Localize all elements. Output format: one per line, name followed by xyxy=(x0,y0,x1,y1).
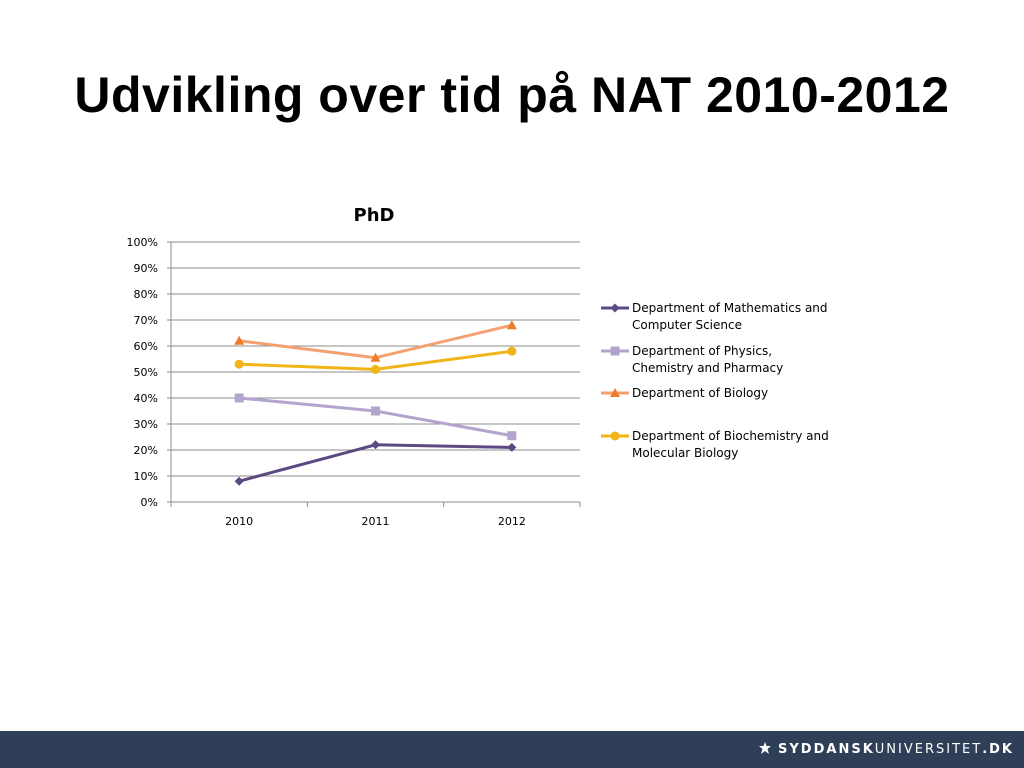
x-tick-label: 2011 xyxy=(362,515,390,528)
data-point xyxy=(506,320,517,330)
axes: 0% 10% 20% 30% 40% 50% 60% 70% 80% 90% 100% 2010 201… xyxy=(127,236,581,528)
legend-swatch xyxy=(601,346,629,356)
y-tick-label: 30% xyxy=(134,418,158,431)
legend-label: Department of Biochemistry and Molecular… xyxy=(632,429,829,460)
y-tick-label: 40% xyxy=(134,392,158,405)
data-point xyxy=(371,406,380,416)
data-point xyxy=(370,352,381,362)
logo-word-syddansk: SYDDANSK xyxy=(778,741,875,757)
y-tick-label: 70% xyxy=(134,314,158,327)
y-tick-label: 50% xyxy=(134,366,158,379)
legend-swatch xyxy=(601,303,629,313)
data-point xyxy=(507,431,517,441)
logo-word-universitet: UNIVERSITET xyxy=(874,741,983,757)
data-point xyxy=(507,346,517,356)
data-point xyxy=(507,442,517,452)
legend-item: Department of Biology xyxy=(600,385,837,402)
y-tick-label: 60% xyxy=(134,340,158,353)
legend-swatch xyxy=(601,431,629,441)
series-4 xyxy=(234,346,517,374)
legend-marker xyxy=(610,388,620,397)
series-line xyxy=(239,396,513,438)
legend-label: Department of Biology xyxy=(632,386,769,400)
data-point xyxy=(371,364,380,374)
chart-title: PhD xyxy=(354,205,395,226)
data-point xyxy=(371,440,380,450)
y-tick-label: 100% xyxy=(127,236,158,249)
data-point xyxy=(234,393,244,403)
series-2 xyxy=(234,393,517,441)
slide-title: Udvikling over tid på NAT 2010-2012 xyxy=(74,67,950,123)
x-tick-label: 2010 xyxy=(225,515,253,528)
footer-bar: SYDDANSK UNIVERSITET .DK xyxy=(0,731,1024,768)
series-3 xyxy=(234,320,517,362)
data-point xyxy=(234,476,244,486)
legend-item: Department of Mathematics and Computer S… xyxy=(600,300,837,334)
sdu-swan-icon xyxy=(759,742,772,754)
phd-line-chart: PhD 0% 10% 20% 30% 40% 50% 60% 70% 80% 90% 100% 201… xyxy=(127,205,581,528)
x-tick-label: 2012 xyxy=(498,515,526,528)
series-1 xyxy=(234,440,517,486)
gridlines xyxy=(167,241,580,503)
legend-item: Department of Biochemistry and Molecular… xyxy=(600,428,837,462)
y-tick-label: 90% xyxy=(134,262,158,275)
data-point xyxy=(234,335,245,345)
legend-marker xyxy=(610,303,620,313)
legend-label: Department of Mathematics and Computer S… xyxy=(632,301,828,332)
legend-swatch xyxy=(601,388,629,397)
legend-marker xyxy=(610,431,620,441)
legend-item: Department of Physics, Chemistry and Pha… xyxy=(600,343,837,377)
y-tick-label: 80% xyxy=(134,288,158,301)
legend-label: Department of Physics, Chemistry and Pha… xyxy=(632,344,784,375)
series-lines xyxy=(234,320,517,486)
y-tick-label: 20% xyxy=(134,444,158,457)
legend-marker xyxy=(610,346,620,356)
logo-suffix: .DK xyxy=(982,741,1014,757)
data-point xyxy=(234,359,244,369)
university-logo: SYDDANSK UNIVERSITET .DK xyxy=(756,740,1014,758)
y-tick-label: 0% xyxy=(141,496,158,509)
y-tick-label: 10% xyxy=(134,470,158,483)
